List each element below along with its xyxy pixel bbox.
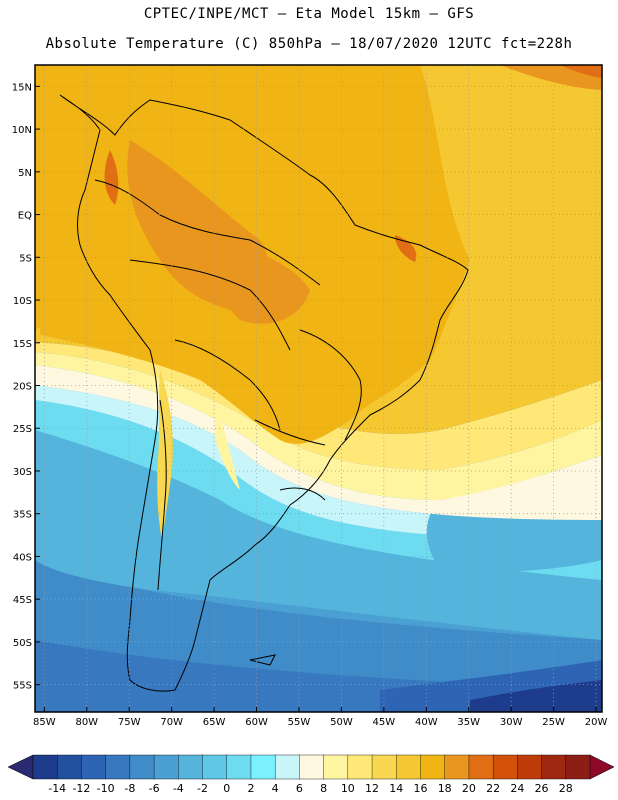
lat-tick-label: 10N [12,125,32,136]
colorbar-swatch [105,754,131,780]
lon-tick-label: 25W [542,717,565,728]
map-frame [34,64,603,713]
colorbar-swatch [226,754,252,780]
lon-tick-label: 35W [457,717,480,728]
lat-tick-label: 35S [13,510,32,521]
colorbar-label: -14 [48,782,66,795]
lat-tick-label: 10S [13,296,32,307]
lon-tick-label: 85W [33,717,56,728]
lon-tick-label: 50W [330,717,353,728]
lat-tick-label: 45S [13,595,32,606]
lon-tick-label: 45W [373,717,396,728]
map-title-line1: CPTEC/INPE/MCT — Eta Model 15km — GFS [143,6,475,22]
lon-tick-label: 65W [203,717,226,728]
lat-tick-label: 5S [19,253,32,264]
colorbar-label: 8 [320,782,327,795]
colorbar-swatch [274,754,301,780]
lon-tick-label: 20W [585,717,608,728]
colorbar-label: 16 [413,782,427,795]
temperature-colorbar: -14 -12 -10 -8 -6 -4 -2 0 2 4 6 8 10 12 14 16 18 20 22 24 26… [7,754,615,795]
colorbar-label: 10 [341,782,355,795]
colorbar-swatch [541,754,567,780]
colorbar-label: 20 [462,782,476,795]
lon-tick-label: 80W [75,717,98,728]
colorbar-max-arrow [589,754,615,780]
colorbar-label: 12 [365,782,379,795]
latitude-axis: 15N 10N 5N EQ 5S 10S 15S 20S 25S 30S 35S 40S 45S 50S 5… [12,82,40,692]
lat-tick-label: EQ [18,211,32,222]
colorbar-swatch [153,754,180,780]
colorbar-label: -10 [97,782,115,795]
longitude-axis: 85W 80W 75W 70W 65W 60W 55W 50W 45W 40W 35W 30W 25W 2… [33,707,607,728]
colorbar-swatch [492,754,519,780]
colorbar-swatch [81,754,107,780]
colorbar-label: -4 [173,782,184,795]
lat-tick-label: 55S [13,681,32,692]
colorbar-swatch [32,754,58,780]
lon-tick-label: 40W [415,717,438,728]
lat-tick-label: 30S [13,467,32,478]
colorbar-swatch [347,754,373,780]
colorbar-label: 26 [535,782,549,795]
colorbar-swatch [517,754,543,780]
colorbar-label: -8 [124,782,135,795]
colorbar-swatch [323,754,349,780]
lat-tick-label: 20S [13,382,32,393]
lat-tick-label: 40S [13,552,32,563]
colorbar-label: 24 [510,782,524,795]
lon-tick-label: 55W [288,717,311,728]
lat-tick-label: 15S [13,339,32,350]
colorbar-label: 6 [296,782,303,795]
lat-lon-grid [35,65,602,712]
colorbar-swatch [444,754,470,780]
map-title-line2: Absolute Temperature (C) 850hPa — 18/07/… [45,36,573,52]
lat-tick-label: 25S [13,424,32,435]
colorbar-label: 0 [223,782,230,795]
lon-tick-label: 75W [118,717,141,728]
colorbar-label: 2 [247,782,254,795]
colorbar-swatch [250,754,276,780]
lon-tick-label: 60W [245,717,268,728]
colorbar-label: 4 [272,782,279,795]
colorbar-label: -12 [72,782,90,795]
lat-tick-label: 15N [12,82,32,93]
colorbar-label: -6 [149,782,160,795]
colorbar-swatch [371,754,397,780]
colorbar-swatch [468,754,494,780]
colorbar-label: -2 [197,782,208,795]
colorbar-label: 18 [438,782,452,795]
colorbar-swatch [420,754,446,780]
temperature-field [35,65,602,712]
colorbar-swatch [129,754,155,780]
colorbar-swatch [299,754,325,780]
colorbar-swatch [565,754,591,780]
colorbar-label: 22 [486,782,500,795]
colorbar-swatch [396,754,422,780]
lon-tick-label: 30W [500,717,523,728]
colorbar-label: 14 [389,782,403,795]
lon-tick-label: 70W [160,717,183,728]
colorbar-swatch [57,754,83,780]
lat-tick-label: 5N [18,168,32,179]
colorbar-swatch [178,754,204,780]
colorbar-min-arrow [7,754,34,780]
lat-tick-label: 50S [13,638,32,649]
colorbar-swatch [202,754,228,780]
colorbar-label: 28 [559,782,573,795]
